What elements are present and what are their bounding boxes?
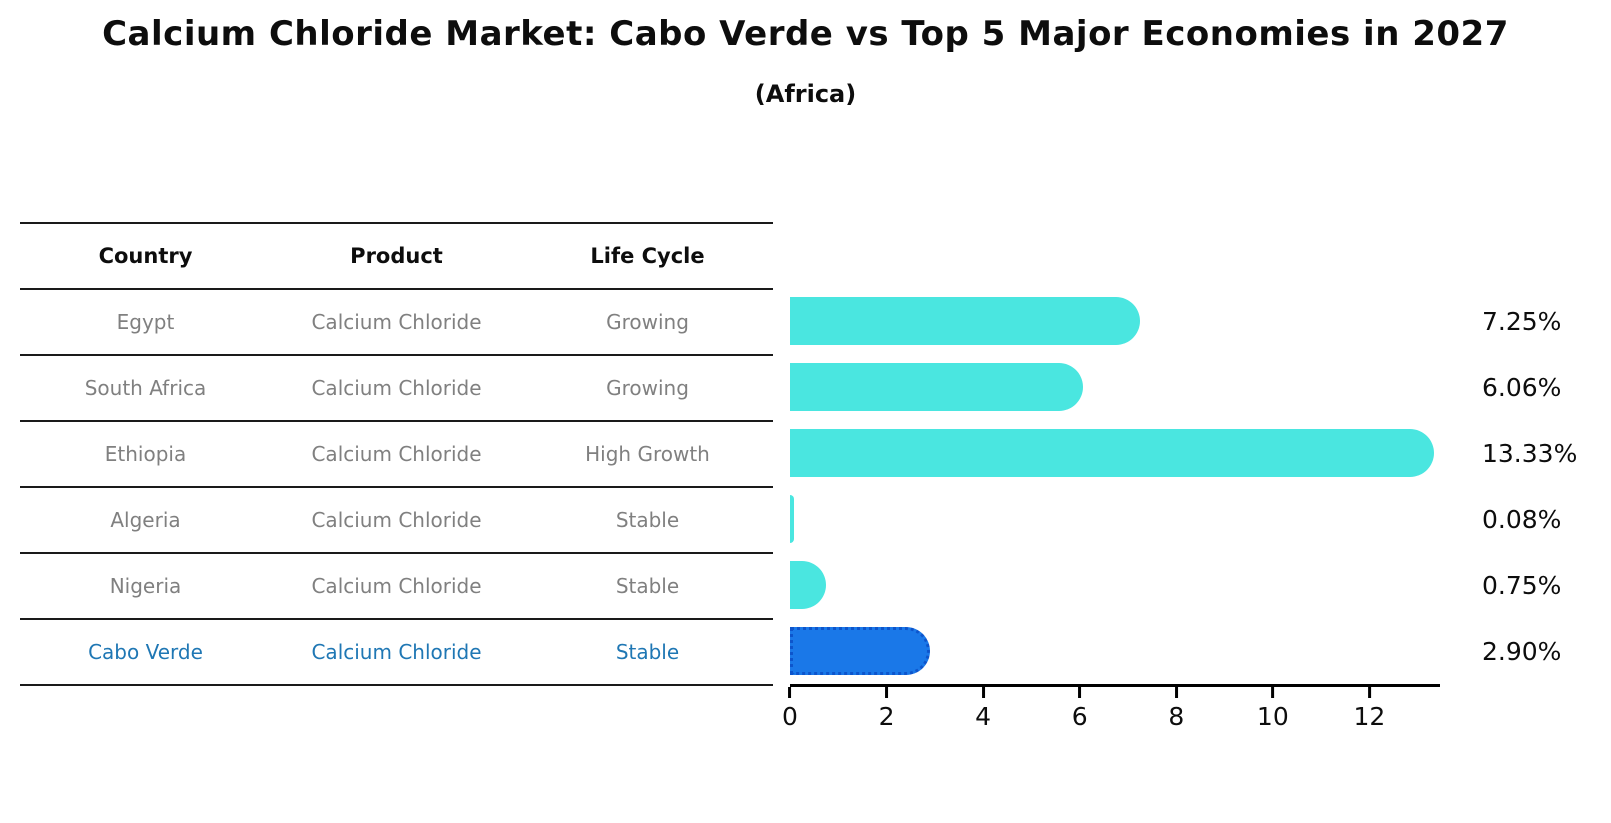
x-axis-line [790,684,1440,687]
tick-label: 2 [878,702,895,731]
cell-country: Nigeria [109,574,182,598]
bar-row-nigeria [790,552,1437,618]
bar-cabo-verde [790,627,931,675]
table-row: Ethiopia Calcium Chloride High Growth [20,422,773,488]
value-label-south-africa: 6.06% [1482,372,1562,402]
cell-lifecycle: Stable [615,574,680,598]
bar-nigeria [790,561,827,609]
x-tick: 4 [975,687,991,731]
cell-lifecycle: Growing [606,376,689,400]
column-header-product: Product [350,244,443,268]
tick-mark [1174,687,1178,698]
cell-product: Calcium Chloride [311,640,482,664]
x-tick: 8 [1168,687,1184,731]
tick-mark [981,687,985,698]
bar-algeria [790,495,794,543]
tick-mark [1078,687,1082,698]
bar-chart-area [790,288,1437,684]
chart-subtitle: (Africa) [754,80,857,108]
bar-row-algeria [790,486,1437,552]
cell-lifecycle: High Growth [585,442,710,466]
tick-mark [1367,687,1371,698]
cell-product: Calcium Chloride [311,508,482,532]
bar-ethiopia [790,429,1434,477]
value-label-ethiopia: 13.33% [1482,438,1578,468]
x-tick: 6 [1072,687,1088,731]
tick-mark [1271,687,1275,698]
value-label-algeria: 0.08% [1482,504,1562,534]
tick-mark [885,687,889,698]
tick-mark [788,687,792,698]
cell-country: South Africa [84,376,207,400]
x-axis: 0 2 4 6 8 10 12 [782,687,1437,747]
table-row: Algeria Calcium Chloride Stable [20,488,773,554]
value-label-nigeria: 0.75% [1482,570,1562,600]
table-row: Egypt Calcium Chloride Growing [20,290,773,356]
x-tick: 12 [1353,687,1385,731]
bar-row-ethiopia [790,420,1437,486]
bar-row-cabo-verde [790,618,1437,684]
tick-label: 6 [1071,702,1088,731]
cell-product: Calcium Chloride [311,376,482,400]
tick-label: 8 [1168,702,1185,731]
column-header-country: Country [98,244,193,268]
table-row-cabo-verde: Cabo Verde Calcium Chloride Stable [20,620,773,686]
tick-label: 12 [1353,702,1386,731]
tick-label: 4 [975,702,992,731]
cell-product: Calcium Chloride [311,442,482,466]
cell-lifecycle: Stable [615,640,680,664]
cell-country: Algeria [110,508,181,532]
bar-row-egypt [790,288,1437,354]
cell-product: Calcium Chloride [311,310,482,334]
value-label-cabo-verde: 2.90% [1482,636,1562,666]
cell-country: Cabo Verde [88,640,203,664]
tick-label: 0 [782,702,798,731]
bar-south-africa [790,363,1083,411]
x-tick: 0 [782,687,798,731]
cell-country: Egypt [116,310,175,334]
column-header-lifecycle: Life Cycle [590,244,705,268]
bar-row-south-africa [790,354,1437,420]
table-row: South Africa Calcium Chloride Growing [20,356,773,422]
cell-country: Ethiopia [104,442,187,466]
tick-label: 10 [1256,702,1289,731]
value-label-column: 7.25% 6.06% 13.33% 0.08% 0.75% 2.90% [1482,288,1577,684]
chart-title: Calcium Chloride Market: Cabo Verde vs T… [102,14,1509,54]
x-tick: 10 [1257,687,1289,731]
table-row: Nigeria Calcium Chloride Stable [20,554,773,620]
table-header-row: Country Product Life Cycle [20,224,773,290]
country-table: Country Product Life Cycle Egypt Calcium… [20,222,773,686]
cell-product: Calcium Chloride [311,574,482,598]
cell-lifecycle: Stable [615,508,680,532]
bar-egypt [790,297,1141,345]
x-tick: 2 [879,687,895,731]
cell-lifecycle: Growing [606,310,689,334]
value-label-egypt: 7.25% [1482,306,1562,336]
